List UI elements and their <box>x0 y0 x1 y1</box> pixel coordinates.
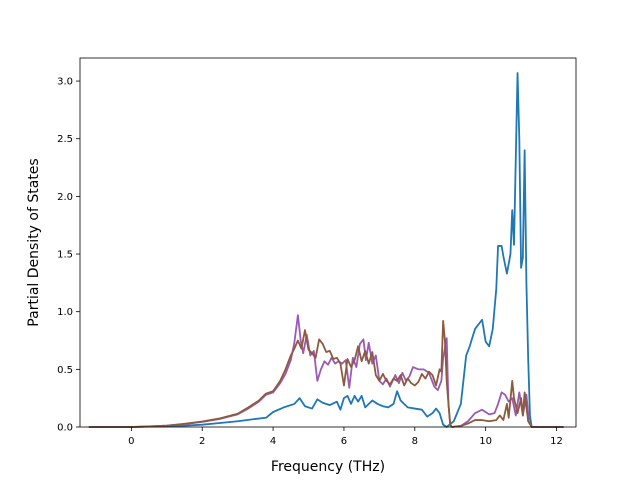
y-tick-label: 0.0 <box>57 423 73 434</box>
y-tick-label: 1.5 <box>57 250 73 261</box>
x-tick-label: 4 <box>270 436 276 447</box>
axes-frame <box>79 57 577 428</box>
y-axis: 0.0 0.5 1.0 1.5 2.0 2.5 3.0 <box>57 77 80 434</box>
plot-area: 0 2 4 6 8 10 12 0.0 0.5 1.0 1.5 2.0 2.5 3.0 <box>57 57 577 447</box>
series-line-1 <box>88 72 564 428</box>
x-axis: 0 2 4 6 8 10 12 <box>128 427 563 447</box>
y-tick-label: 1.0 <box>57 307 73 318</box>
x-tick-label: 0 <box>128 436 134 447</box>
series-line-3 <box>88 320 564 428</box>
x-tick-label: 2 <box>199 436 205 447</box>
x-tick-label: 6 <box>341 436 347 447</box>
y-tick-label: 0.5 <box>57 365 73 376</box>
y-tick-label: 2.5 <box>57 134 73 145</box>
x-tick-label: 8 <box>412 436 418 447</box>
series-layer <box>88 72 564 428</box>
series-line-2 <box>88 314 564 428</box>
x-tick-label: 10 <box>479 436 492 447</box>
y-tick-label: 3.0 <box>57 77 73 88</box>
x-axis-title: Frequency (THz) <box>271 459 385 475</box>
y-tick-label: 2.0 <box>57 192 73 203</box>
y-axis-title: Partial Density of States <box>26 158 42 326</box>
x-tick-label: 12 <box>550 436 563 447</box>
